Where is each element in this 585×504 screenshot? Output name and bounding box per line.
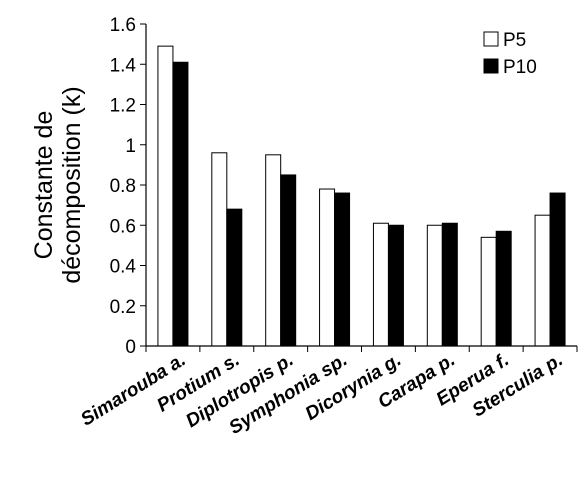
y-tick-label: 0.4 xyxy=(110,257,137,278)
bar-p10-3 xyxy=(280,174,297,347)
y-tick-label: 0 xyxy=(125,337,136,358)
legend-label-p5: P5 xyxy=(503,30,526,51)
y-tick-label: 0.6 xyxy=(110,216,136,237)
legend-swatch-p10 xyxy=(483,58,499,74)
bar-p5-6 xyxy=(426,224,443,347)
y-tick-label: 0.2 xyxy=(110,297,136,318)
bar-p5-8 xyxy=(534,214,551,347)
bar-p5-1 xyxy=(157,45,174,347)
bar-p5-4 xyxy=(319,188,336,347)
y-ticks-group: 0 0.2 0.4 0.6 0.8 1 1.2 1.4 1.6 xyxy=(110,15,146,358)
y-tick-label: 1 xyxy=(125,136,136,157)
bar-p5-7 xyxy=(480,236,497,347)
y-axis-title-line1: Constante de xyxy=(30,111,58,260)
bar-p10-2 xyxy=(226,208,243,347)
y-tick-label: 1.4 xyxy=(110,55,137,76)
bar-p10-1 xyxy=(172,61,189,347)
y-tick-label: 1.6 xyxy=(110,15,136,36)
y-axis-title: Constante de décomposition (k) xyxy=(30,86,86,283)
bar-p10-6 xyxy=(441,222,458,347)
y-tick-label: 0.8 xyxy=(110,176,136,197)
legend-swatch-p5 xyxy=(483,31,499,47)
bar-p5-5 xyxy=(372,222,389,347)
bar-p10-7 xyxy=(495,230,512,347)
bar-p5-3 xyxy=(265,154,282,347)
y-tick-label: 1.2 xyxy=(110,96,136,117)
bar-p10-4 xyxy=(334,192,351,347)
bar-p10-8 xyxy=(549,192,566,347)
bar-p10-5 xyxy=(387,224,404,347)
bar-p5-2 xyxy=(211,152,228,347)
bars-group xyxy=(157,45,566,347)
x-labels-group: Simarouba a.Protium s.Diplotropis p.Symp… xyxy=(77,349,566,438)
legend-label-p10: P10 xyxy=(503,57,537,78)
y-axis-title-line2: décomposition (k) xyxy=(58,86,86,283)
